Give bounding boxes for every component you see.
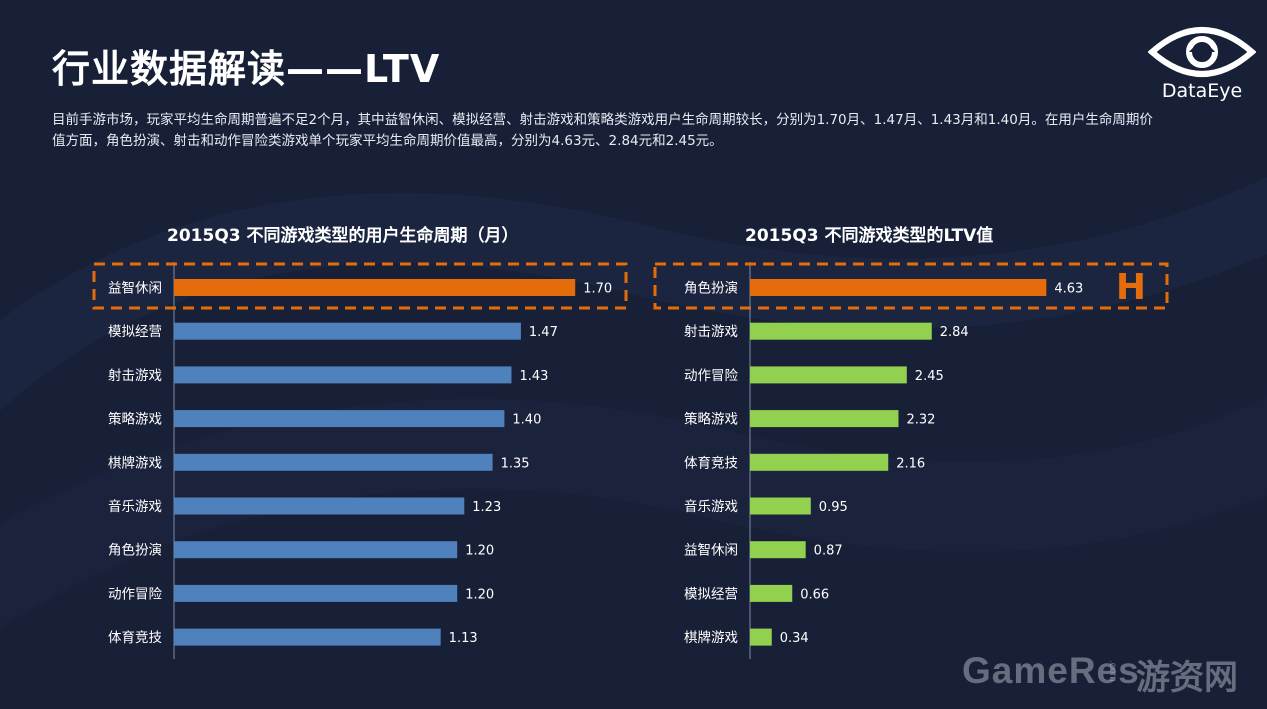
eye-logo-icon	[1148, 27, 1256, 77]
ltv-value-label: 2.32	[906, 413, 935, 428]
ltv-value-label: 2.84	[940, 325, 969, 340]
lifetime-bar	[174, 497, 465, 515]
lifetime-value-label: 1.20	[465, 587, 494, 602]
lifetime-category-label: 角色扮演	[108, 542, 162, 559]
ltv-value-label: 0.87	[814, 544, 843, 559]
ltv-category-label: 角色扮演	[684, 280, 738, 297]
left-chart-title: 2015Q3 不同游戏类型的用户生命周期（月）	[167, 226, 519, 246]
lifetime-value-label: 1.35	[501, 456, 530, 471]
lifetime-bar	[174, 322, 521, 340]
ltv-bar	[750, 279, 1047, 296]
ltv-category-label: 动作冒险	[684, 368, 738, 384]
lifetime-value-label: 1.70	[583, 282, 612, 297]
ltv-category-label: 音乐游戏	[684, 498, 738, 515]
ltv-category-label: 模拟经营	[684, 586, 738, 602]
lifetime-value-label: 1.40	[512, 413, 541, 428]
ltv-value-label: 4.63	[1054, 282, 1083, 297]
ltv-bar	[750, 541, 806, 559]
ltv-value-label: 0.95	[819, 500, 848, 515]
ltv-bar	[750, 366, 907, 384]
lifetime-bar	[174, 366, 512, 384]
ltv-value-label: 0.66	[800, 587, 829, 602]
ltv-highlight-box	[653, 262, 1169, 310]
lifetime-category-label: 体育竞技	[108, 629, 162, 646]
lifetime-category-label: 射击游戏	[108, 368, 162, 384]
ltv-bar	[750, 584, 793, 602]
ltv-badge: H	[1116, 267, 1146, 308]
page-title: 行业数据解读——LTV	[52, 47, 441, 91]
ltv-category-label: 策略游戏	[684, 411, 738, 428]
lifetime-category-label: 益智休闲	[108, 281, 162, 297]
ltv-bar	[750, 628, 772, 646]
ltv-bar	[750, 453, 889, 471]
lifetime-category-label: 音乐游戏	[108, 498, 162, 515]
lifetime-value-label: 1.47	[529, 325, 558, 340]
watermark-cn: 游资网	[1136, 658, 1238, 698]
lifetime-category-label: 棋牌游戏	[108, 454, 162, 471]
ltv-value-label: 0.34	[780, 631, 809, 646]
watermark-suffix: .com	[1107, 660, 1118, 682]
ltv-category-label: 射击游戏	[684, 324, 738, 340]
lifetime-value-label: 1.20	[465, 544, 494, 559]
lifetime-bar	[174, 410, 505, 428]
lifetime-category-label: 策略游戏	[108, 411, 162, 428]
lifetime-bar	[174, 584, 458, 602]
lifetime-category-label: 模拟经营	[108, 324, 162, 340]
right-chart-title: 2015Q3 不同游戏类型的LTV值	[745, 226, 994, 246]
lifetime-value-label: 1.43	[519, 369, 548, 384]
lifetime-bar	[174, 279, 576, 296]
intro-paragraph: 目前手游市场，玩家平均生命周期普遍不足2个月，其中益智休闲、模拟经营、射击游戏和…	[52, 112, 1153, 149]
lifetime-category-label: 动作冒险	[108, 586, 162, 602]
logo-text: DataEye	[1161, 80, 1243, 102]
lifetime-value-label: 1.23	[472, 500, 501, 515]
lifetime-value-label: 1.13	[449, 631, 478, 646]
ltv-category-label: 体育竞技	[684, 454, 738, 471]
ltv-value-label: 2.45	[915, 369, 944, 384]
ltv-bar	[750, 322, 932, 340]
ltv-bar	[750, 410, 899, 428]
watermark-text: GameRes	[962, 650, 1140, 691]
lifetime-bar	[174, 541, 458, 559]
lifetime-bar	[174, 453, 493, 471]
lifetime-bar	[174, 628, 441, 646]
ltv-category-label: 益智休闲	[684, 543, 738, 559]
ltv-bar	[750, 497, 811, 515]
ltv-category-label: 棋牌游戏	[684, 629, 738, 646]
ltv-value-label: 2.16	[896, 456, 925, 471]
